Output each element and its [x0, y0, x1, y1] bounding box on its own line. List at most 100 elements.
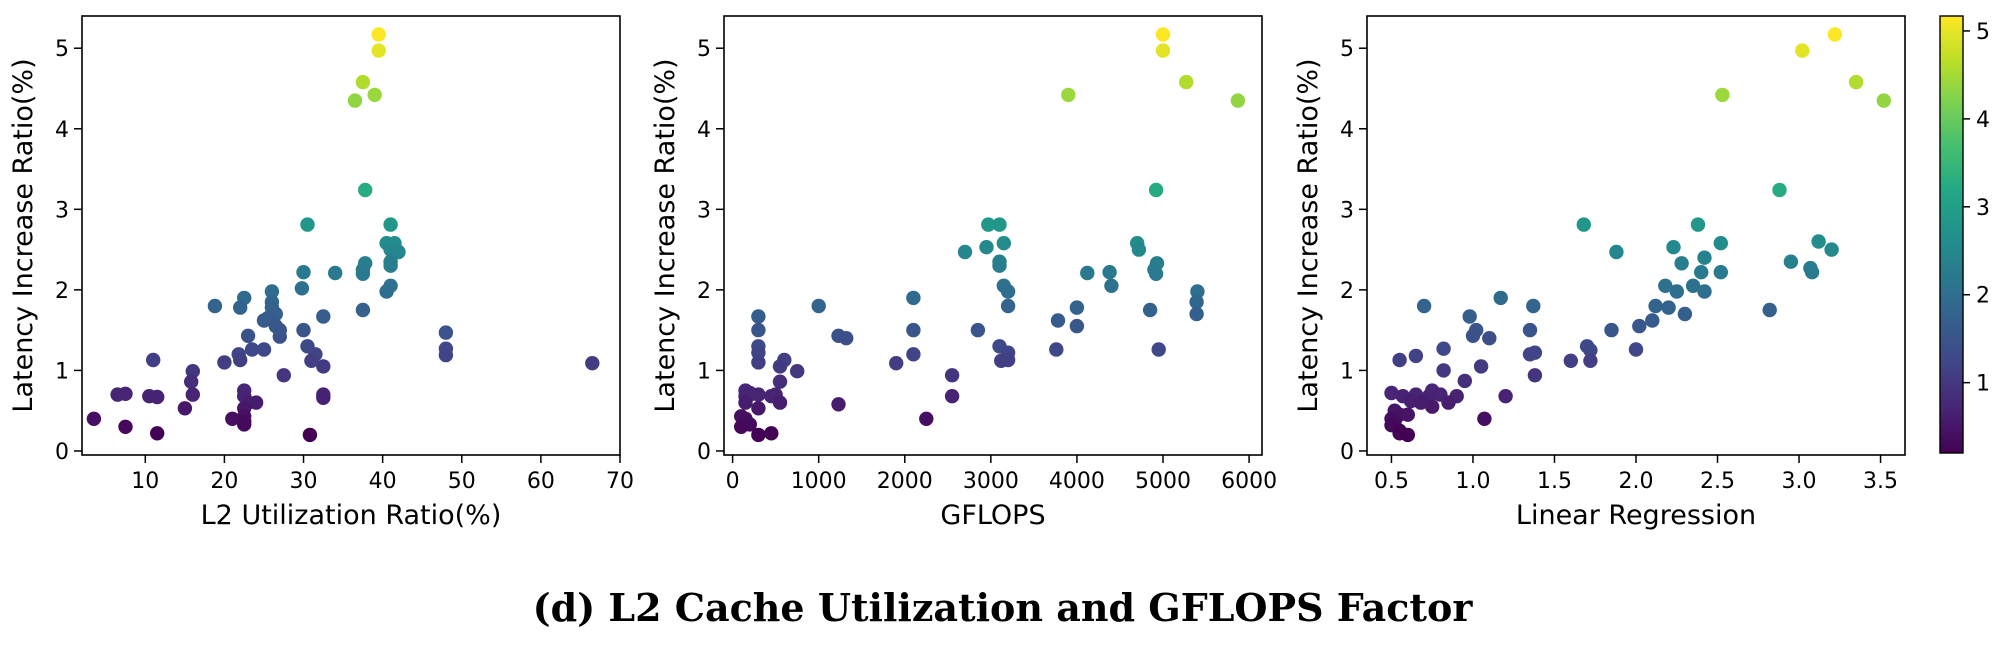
x-axis-label: L2 Utilization Ratio(%): [201, 500, 502, 531]
data-point: [1697, 284, 1712, 299]
data-point: [996, 236, 1011, 251]
data-point: [772, 395, 788, 410]
y-tick-label: 1: [1340, 359, 1354, 384]
y-axis-label: Latency Increase Ratio(%): [1293, 58, 1324, 412]
data-point: [358, 182, 373, 198]
x-tick-label: 1.5: [1537, 469, 1572, 494]
x-tick-label: 30: [290, 469, 318, 494]
data-point: [1694, 265, 1709, 280]
x-tick-label: 2.5: [1700, 469, 1735, 494]
data-point: [237, 417, 252, 432]
data-point: [1522, 322, 1538, 338]
scatter-panel-linear-regression: 0.5 1.0 1.5 2.0 2.5 3.0 3.5 0 1 2 3 4 5 Linear Regres…: [1293, 15, 1906, 531]
data-point: [1482, 331, 1497, 346]
data-point: [367, 87, 382, 103]
data-point: [438, 325, 454, 340]
data-point: [1000, 298, 1016, 314]
colorbar: 1 2 3 4 5: [1939, 15, 1990, 454]
data-point: [1583, 353, 1598, 368]
x-tick-label: 3.0: [1782, 469, 1817, 494]
data-point: [981, 217, 996, 232]
data-point: [233, 300, 248, 315]
y-tick-label: 4: [1340, 118, 1354, 143]
data-point: [150, 389, 165, 405]
data-point: [1661, 300, 1676, 315]
figure-caption: (d) L2 Cache Utilization and GFLOPS Fact…: [532, 585, 1473, 630]
data-point: [1498, 389, 1513, 404]
data-point: [276, 368, 291, 383]
plot-frame: [1366, 15, 1906, 456]
data-point: [1811, 234, 1826, 249]
data-point: [233, 352, 248, 368]
data-point: [992, 217, 1007, 232]
data-point: [1522, 347, 1538, 362]
data-point: [906, 322, 921, 338]
data-point: [1690, 217, 1706, 232]
data-point: [738, 395, 753, 410]
data-point: [1462, 309, 1477, 324]
data-point: [839, 331, 854, 346]
data-point: [1527, 368, 1543, 383]
data-point: [1576, 217, 1592, 232]
data-point: [1824, 242, 1839, 257]
data-point: [1148, 182, 1164, 198]
y-axis-label: Latency Increase Ratio(%): [650, 58, 681, 412]
data-point: [906, 347, 921, 362]
data-point: [438, 347, 454, 363]
data-point: [1189, 306, 1204, 322]
data-point: [1583, 343, 1598, 358]
data-point: [264, 284, 280, 299]
data-point: [1155, 43, 1171, 58]
data-point: [979, 240, 994, 255]
colorbar-tick-label: 1: [1976, 372, 1990, 397]
data-points: [734, 27, 1246, 443]
data-point: [1000, 352, 1016, 368]
scatter-panel-l2-utilization: 10 20 30 40 50 60 70 0 1 2 3 4 5 L2 Utilization Ratio…: [8, 15, 634, 531]
data-point: [772, 359, 788, 374]
data-point: [1425, 399, 1440, 414]
scatter-panel-gflops: 0 1000 2000 3000 4000 5000 6000 0 1 2 3 4 5 GFLOPS Lat…: [650, 15, 1277, 531]
data-point: [970, 322, 986, 338]
data-point: [347, 93, 363, 108]
data-point: [118, 386, 133, 401]
data-point: [1685, 278, 1701, 293]
data-point: [383, 217, 398, 232]
data-point: [751, 355, 766, 370]
y-tick-label: 2: [697, 279, 711, 304]
data-point: [185, 387, 200, 402]
y-tick-label: 0: [697, 440, 711, 465]
data-point: [355, 74, 371, 90]
data-point: [1408, 348, 1424, 364]
x-tick-label: 2.0: [1619, 469, 1654, 494]
data-point: [1049, 342, 1064, 357]
data-point: [1827, 27, 1843, 42]
y-tick-label: 3: [1340, 198, 1354, 223]
data-point: [1876, 93, 1892, 108]
data-point: [1674, 256, 1689, 271]
data-point: [146, 352, 161, 368]
data-point: [1713, 236, 1729, 251]
y-tick-label: 5: [697, 37, 711, 62]
data-point: [1155, 27, 1171, 42]
x-tick-label: 5000: [1135, 469, 1191, 494]
data-point: [1677, 306, 1693, 322]
data-point: [355, 302, 371, 318]
data-point: [1069, 318, 1085, 334]
data-point: [1526, 298, 1541, 314]
data-point: [1384, 385, 1399, 401]
y-tick-label: 5: [1340, 37, 1354, 62]
data-point: [1848, 74, 1864, 90]
colorbar-tick-label: 5: [1976, 20, 1990, 45]
x-tick-label: 1000: [791, 469, 847, 494]
data-point: [1413, 395, 1429, 410]
data-point: [294, 281, 310, 296]
data-point: [1400, 427, 1416, 443]
data-point: [1436, 341, 1451, 356]
data-point: [150, 426, 165, 441]
data-point: [1080, 265, 1095, 281]
data-point: [1457, 373, 1473, 389]
data-point: [1713, 265, 1729, 280]
data-point: [207, 298, 223, 314]
data-point: [302, 427, 318, 443]
y-tick-label: 2: [55, 279, 69, 304]
